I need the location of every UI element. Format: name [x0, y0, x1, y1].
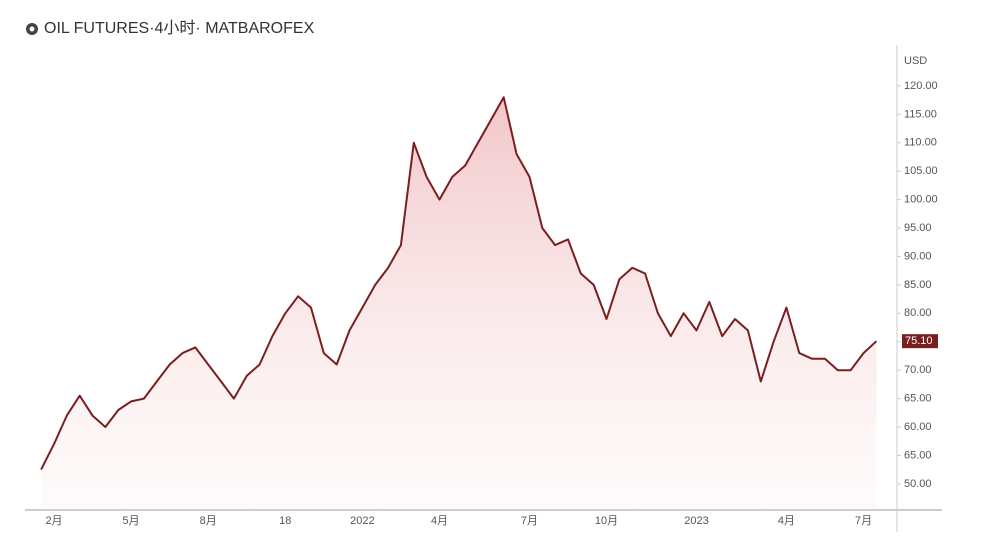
x-tick-label: 10月 — [595, 515, 618, 527]
y-tick-label: 50.00 — [904, 478, 932, 490]
y-tick-label: 100.00 — [904, 194, 938, 206]
y-tick-label: 105.00 — [904, 165, 938, 177]
y-tick-label: 70.00 — [904, 364, 932, 376]
price-box — [902, 334, 938, 349]
y-tick-label: 120.00 — [904, 80, 938, 92]
y-tick-label: 80.00 — [904, 307, 932, 319]
area — [41, 97, 877, 511]
y-tick-label: 85.00 — [904, 279, 932, 291]
chart-title: OIL FUTURES·4小时· MATBAROFEX — [44, 19, 315, 37]
y-tick-label: 95.00 — [904, 222, 932, 234]
x-tick-label: 7月 — [855, 515, 872, 527]
y-unit: USD — [904, 55, 927, 67]
y-tick-label: 90.00 — [904, 250, 932, 262]
x-tick-label: 2023 — [684, 515, 708, 527]
y-tick-label: 65.00 — [904, 449, 932, 461]
title-icon-dot — [29, 26, 35, 32]
x-tick-label: 2022 — [350, 515, 374, 527]
price-label: 75.10 — [905, 335, 933, 347]
x-tick-label: 7月 — [521, 515, 538, 527]
y-tick-label: 65.00 — [904, 392, 932, 404]
y-tick-label: 60.00 — [904, 421, 932, 433]
x-tick-label: 2月 — [45, 515, 62, 527]
x-tick-label: 5月 — [123, 515, 140, 527]
y-tick-label: 110.00 — [904, 137, 937, 149]
x-tick-label: 4月 — [778, 515, 795, 527]
line — [40, 96, 878, 471]
x-tick-label: 8月 — [200, 515, 217, 527]
y-tick-label: 115.00 — [904, 108, 937, 120]
x-tick-label: 18 — [279, 515, 291, 527]
x-tick-label: 4月 — [431, 515, 448, 527]
